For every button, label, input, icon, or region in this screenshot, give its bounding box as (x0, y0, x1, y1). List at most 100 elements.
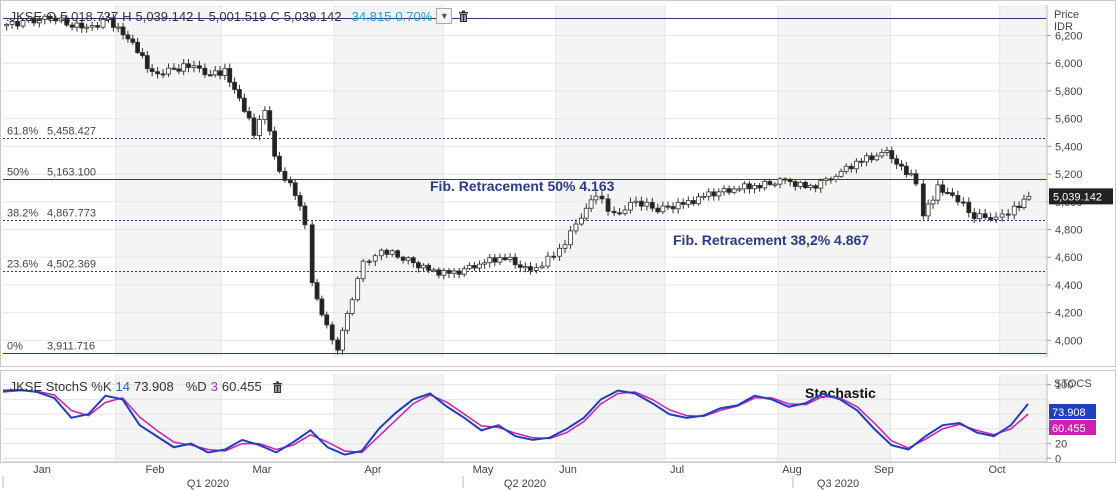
stoch-label: .JKSE StochS %K (6, 379, 112, 394)
candle-body (426, 264, 432, 271)
candle-body (757, 185, 763, 189)
chevron-down-icon[interactable]: ▼ (436, 8, 453, 24)
candle-body (813, 185, 819, 189)
candle-body (110, 17, 116, 28)
candle-body (562, 244, 568, 249)
fib-level-value: 4,502.369 (47, 259, 96, 271)
candle-body (864, 155, 869, 163)
candle-body (176, 68, 182, 72)
candle-body (767, 181, 773, 185)
month-label: Feb (146, 464, 165, 476)
candle-body (988, 217, 994, 220)
month-band (555, 374, 666, 462)
candle-body (889, 150, 895, 160)
candle-body (726, 188, 732, 193)
candle-body (372, 255, 378, 262)
candle-body (497, 257, 503, 263)
candle-body (9, 21, 15, 25)
candle-body (649, 201, 655, 209)
candle-body (492, 257, 498, 263)
candle-body (47, 15, 53, 19)
candle-body (181, 63, 187, 72)
month-label: Jan (33, 464, 51, 476)
candle-body (477, 263, 482, 269)
candle-body (340, 329, 345, 351)
candle-body (633, 200, 639, 203)
low-value: 5,001.519 (208, 8, 267, 24)
candle-body (400, 256, 406, 261)
stoch-k-badge (1049, 404, 1096, 419)
quarter-label: Q3 2020 (817, 478, 859, 490)
stoch-k-badge-value: 73.908 (1052, 407, 1086, 419)
price-tick-label: 5,600 (1055, 114, 1083, 126)
candle-body (246, 111, 252, 119)
candle-body (539, 265, 545, 269)
candle-body (436, 269, 442, 276)
candle-body (149, 68, 155, 73)
trash-icon[interactable] (456, 9, 471, 24)
candle-body (512, 256, 518, 266)
candle-body (622, 209, 628, 214)
candle-body (302, 205, 308, 226)
month-label: Oct (988, 464, 1005, 476)
candle-body (675, 202, 681, 210)
stoch-d-value: 60.455 (221, 379, 262, 394)
candle-body (605, 198, 611, 212)
price-tick-label: 4,800 (1055, 225, 1083, 237)
candle-body (908, 173, 914, 176)
candle-body (4, 24, 10, 27)
stoch-d-line (2, 389, 1029, 454)
candle-body (297, 195, 303, 207)
high-value: 5,039.142 (135, 8, 194, 24)
price-grid (3, 5, 1047, 462)
candle-body (628, 201, 633, 211)
month-band (115, 5, 222, 357)
candle-body (644, 201, 650, 207)
candle-body (971, 212, 977, 219)
candle-body (545, 255, 551, 267)
candle-body (691, 200, 696, 205)
candle-body (660, 205, 666, 213)
candle-body (26, 18, 31, 21)
candle-body (903, 165, 909, 175)
candle-body (115, 26, 121, 29)
candle-body (777, 178, 783, 185)
candle-body (1005, 213, 1011, 216)
candle-body (20, 20, 26, 27)
candle-body (277, 155, 282, 172)
quarter-label: Q2 2020 (504, 478, 546, 490)
candle-body (884, 150, 890, 153)
candle-body (859, 160, 864, 163)
stoch-k-period: 14 (115, 379, 130, 394)
open-value: 5,018.737 (60, 8, 119, 24)
candle-body (125, 34, 131, 40)
stoch-d-badge-value: 60.455 (1052, 423, 1086, 435)
candle-body (1021, 198, 1027, 208)
stoch-d-period: 3 (210, 379, 218, 394)
candle-body (736, 188, 742, 191)
candle-body (446, 270, 452, 274)
stochastic-lines (2, 388, 1029, 456)
candle-body (517, 264, 523, 268)
candle-body (935, 184, 941, 201)
candle-body (823, 178, 829, 182)
candle-body (853, 160, 859, 170)
candle-body (191, 65, 197, 68)
candle-body (1011, 205, 1017, 216)
candle-body (848, 165, 854, 170)
candle-body (64, 17, 70, 26)
candle-body (202, 67, 208, 76)
candle-body (282, 170, 288, 181)
candle-body (639, 200, 644, 207)
candles (4, 13, 1032, 355)
candle-body (324, 314, 330, 326)
candle-body (461, 268, 467, 275)
last-price-badge (1049, 188, 1113, 205)
candle-body (241, 97, 247, 112)
trash-icon[interactable] (270, 379, 285, 394)
candle-body (431, 269, 437, 272)
candle-body (528, 266, 533, 271)
price-tick-label: 4,600 (1055, 252, 1083, 264)
symbol-label: .JKSE (6, 8, 43, 24)
